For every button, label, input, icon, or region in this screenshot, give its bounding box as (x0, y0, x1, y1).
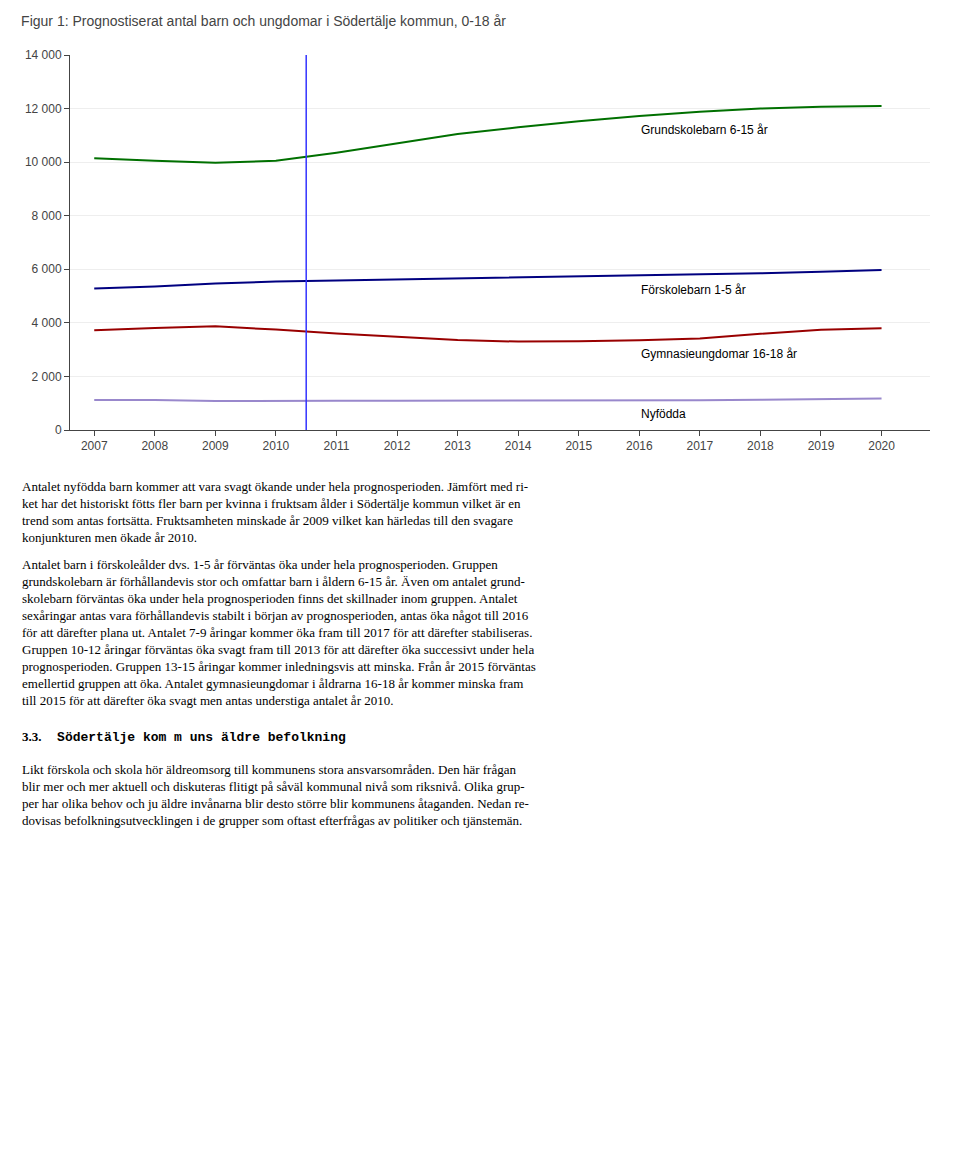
svg-text:14 000: 14 000 (25, 48, 62, 62)
html-text:3.3. Södertälje kom m uns äldr: 3.3. Södertälje kom m uns äldre befolkni… (22, 729, 346, 745)
svg-text:12 000: 12 000 (25, 102, 62, 116)
svg-text:Figur 1: Prognostiserat antal: Figur 1: Prognostiserat antal barn och u… (21, 13, 506, 29)
svg-text:2015: 2015 (565, 439, 592, 453)
svg-text:Nyfödda: Nyfödda (641, 407, 686, 421)
svg-text:2011: 2011 (324, 439, 350, 453)
html-text:Likt förskola och skola hör äl: Likt förskola och skola hör äldreomsorg … (22, 762, 516, 777)
html-text:prognosperioden. Gruppen 13-15: prognosperioden. Gruppen 13-15 åringar k… (22, 659, 536, 674)
html-text:Antalet barn i förskoleålder d: Antalet barn i förskoleålder dvs. 1-5 år… (22, 557, 498, 572)
svg-text:4 000: 4 000 (32, 316, 62, 330)
html-text:ket har det historiskt fötts f: ket har det historiskt fötts fler barn p… (22, 496, 521, 511)
html-text:till 2015 för att därefter öka: till 2015 för att därefter öka svagt men… (22, 693, 394, 708)
html-text:Antalet nyfödda barn kommer at: Antalet nyfödda barn kommer att vara sva… (22, 479, 529, 494)
html-text:dovisas befolkningsutvecklinge: dovisas befolkningsutvecklingen i de gru… (22, 813, 523, 828)
svg-text:2007: 2007 (81, 439, 108, 453)
svg-text:2012: 2012 (384, 439, 411, 453)
svg-text:2014: 2014 (505, 439, 532, 453)
html-text:blir mer och mer aktuell och d: blir mer och mer aktuell och diskuteras … (22, 779, 525, 794)
svg-text:Grundskolebarn 6-15 år: Grundskolebarn 6-15 år (641, 123, 768, 137)
svg-text:2016: 2016 (626, 439, 653, 453)
svg-text:Förskolebarn 1-5 år: Förskolebarn 1-5 år (641, 283, 746, 297)
html-text:för att därefter plana ut. Ant: för att därefter plana ut. Antalet 7-9 å… (22, 625, 533, 640)
svg-text:Gymnasieungdomar 16-18 år: Gymnasieungdomar 16-18 år (641, 347, 797, 361)
html-text:emellertid gruppen att öka. An: emellertid gruppen att öka. Antalet gymn… (22, 676, 524, 691)
svg-text:0: 0 (55, 423, 62, 437)
svg-text:2020: 2020 (868, 439, 895, 453)
svg-text:2017: 2017 (687, 439, 714, 453)
svg-text:6 000: 6 000 (32, 262, 62, 276)
svg-text:10 000: 10 000 (25, 155, 62, 169)
html-text:trend som antas fortsätta. Fru: trend som antas fortsätta. Fruktsamheten… (22, 513, 513, 528)
svg-text:2008: 2008 (141, 439, 168, 453)
html-text:grundskolebarn är förhållandev: grundskolebarn är förhållandevis stor oc… (22, 574, 525, 589)
html-text:konjunkturen men ökade år 2010: konjunkturen men ökade år 2010. (22, 530, 198, 545)
svg-text:2019: 2019 (808, 439, 835, 453)
html-text:sexåringar antas vara förhålla: sexåringar antas vara förhållandevis sta… (22, 608, 529, 623)
svg-text:2018: 2018 (747, 439, 774, 453)
svg-text:8 000: 8 000 (32, 209, 62, 223)
html-text:per har olika behov och ju äld: per har olika behov och ju äldre invånar… (22, 796, 529, 811)
html-text:Gruppen 10-12 åringar förvänta: Gruppen 10-12 åringar förväntas öka svag… (22, 642, 535, 657)
svg-text:2013: 2013 (444, 439, 471, 453)
svg-text:2 000: 2 000 (32, 370, 62, 384)
html-text:skolebarn förväntas öka under: skolebarn förväntas öka under hela progn… (22, 591, 518, 606)
svg-text:2010: 2010 (263, 439, 290, 453)
svg-text:2009: 2009 (202, 439, 229, 453)
